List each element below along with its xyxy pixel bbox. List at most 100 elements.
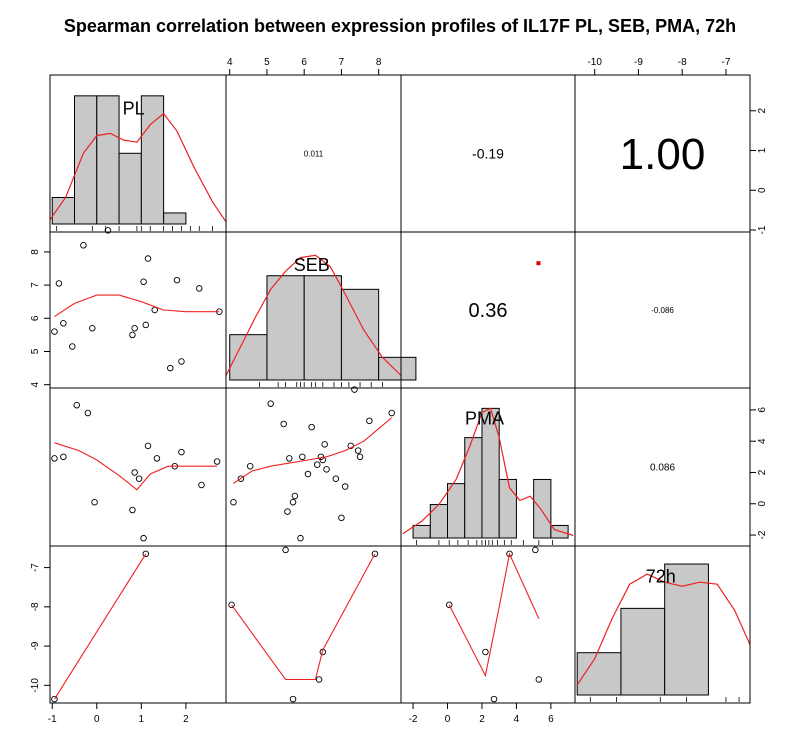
histogram-bar-72h [664, 563, 709, 696]
tick-label-72h: -9 [30, 641, 41, 650]
tick-label-pl: 1 [139, 714, 145, 725]
scatter-panel-pma-vs-pl [51, 401, 221, 542]
density-curve-pl [49, 112, 227, 223]
scatter-point [308, 423, 315, 431]
correlation-label-pl-72h: 1.00 [620, 130, 706, 179]
tick-label-72h: -8 [30, 602, 41, 611]
panel-frame [49, 545, 227, 704]
tick-label-pma: 4 [514, 714, 520, 725]
correlation-label-pma-72h: 0.086 [650, 463, 675, 474]
scatter-point [135, 475, 143, 482]
scatter-panel-72h-vs-pl [51, 550, 150, 703]
scatter-point [321, 441, 328, 448]
diag-label-pma: PMA [465, 408, 504, 428]
density-curve-72h [576, 573, 751, 686]
scatter-point [237, 475, 245, 482]
histogram-bar-seb [378, 356, 417, 381]
tick-label-seb: 5 [264, 57, 270, 68]
scatter-point [178, 358, 185, 365]
scatter-point [313, 461, 321, 468]
scatter-point [338, 514, 345, 522]
histogram-bar-seb [303, 275, 342, 381]
scatter-point [51, 455, 58, 462]
scatter-point [332, 475, 340, 482]
scatter-point [289, 695, 297, 703]
scatter-point [532, 546, 539, 554]
scatter-point [228, 601, 235, 609]
tick-label-pl: 0 [94, 714, 100, 725]
tick-label-72h: -8 [678, 57, 687, 68]
scatter-point [280, 420, 287, 428]
scatter-point [282, 546, 289, 554]
tick-label-pma: 6 [757, 407, 768, 413]
scatter-point [142, 321, 150, 329]
tick-label-pma: -2 [757, 530, 768, 539]
tick-label-72h: -7 [30, 563, 41, 572]
scatter-point [196, 285, 203, 292]
tick-label-pl: 0 [757, 187, 768, 193]
scatter-point [354, 447, 362, 454]
tick-label-pma: 2 [479, 714, 485, 725]
correlation-label-seb-pma: 0.36 [469, 300, 508, 322]
histogram-bar-seb [340, 288, 380, 381]
scatter-point [153, 455, 161, 462]
smooth-line [54, 553, 147, 700]
tick-label-pma: 4 [757, 438, 768, 444]
scatter-point [506, 550, 513, 558]
scatter-point [246, 462, 254, 470]
scatter-point [129, 331, 136, 339]
tick-label-pl: -1 [48, 714, 57, 725]
tick-label-seb: 8 [376, 57, 382, 68]
scatter-point [230, 498, 237, 506]
scatter-point [51, 695, 58, 703]
tick-label-pma: 0 [445, 714, 451, 725]
scatter-point [144, 255, 152, 262]
scatter-point [69, 343, 76, 350]
scatter-point [315, 676, 323, 683]
scatter-point [291, 492, 299, 500]
significance-marker [536, 261, 541, 266]
tick-label-seb: 6 [30, 315, 41, 321]
panel-frame [400, 545, 576, 704]
tick-label-seb: 7 [30, 282, 41, 288]
smooth-line [54, 294, 220, 318]
histogram-bar-pma [498, 478, 517, 539]
scatter-point [80, 242, 87, 249]
tick-label-seb: 8 [30, 249, 41, 255]
correlation-label-seb-72h: -0.086 [651, 306, 674, 315]
scatter-point [490, 695, 498, 703]
density-curve-seb [225, 254, 402, 376]
scatter-point [60, 320, 67, 327]
panel-frame [49, 387, 227, 547]
density-curve-pma [402, 407, 574, 537]
scatter-point [144, 442, 152, 450]
scatter-point [351, 386, 358, 393]
scatter-point [284, 508, 291, 515]
tick-label-pl: -1 [757, 225, 768, 234]
scatter-point [289, 498, 297, 506]
scatter-point [151, 306, 158, 314]
smooth-line [233, 417, 393, 484]
diag-label-pl: PL [123, 98, 145, 118]
histogram-bar-pma [412, 524, 431, 539]
smooth-line [54, 442, 218, 491]
tick-label-72h: -7 [721, 57, 730, 68]
panel-frame [574, 545, 751, 704]
histogram-bar-seb [229, 334, 268, 381]
scatter-point [297, 534, 304, 542]
scatter-point [129, 506, 136, 514]
tick-label-seb: 4 [227, 57, 233, 68]
tick-label-seb: 7 [339, 57, 345, 68]
scatter-point [84, 409, 92, 417]
tick-label-pma: 0 [757, 501, 768, 507]
scatter-point [213, 458, 221, 465]
scatter-point [341, 483, 349, 490]
scatter-point [445, 601, 453, 609]
scatter-panel-72h-vs-seb [228, 546, 379, 703]
histogram-bar-pl [140, 95, 165, 225]
scatter-point [388, 409, 395, 417]
tick-label-seb: 6 [301, 57, 307, 68]
scatter-point [482, 648, 489, 656]
tick-label-pma: -2 [409, 714, 418, 725]
